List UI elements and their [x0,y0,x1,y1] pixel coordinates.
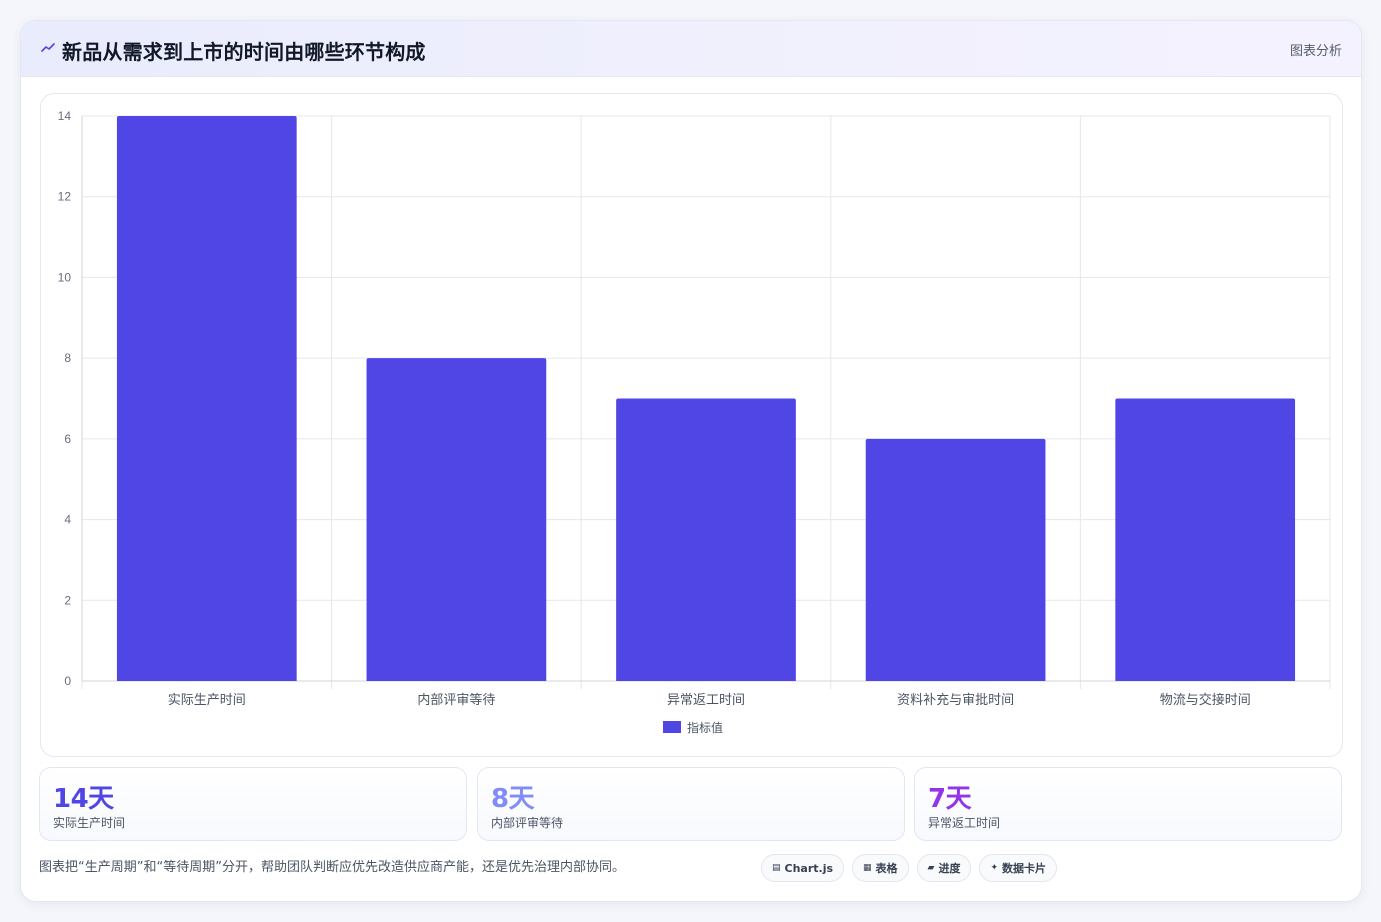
y-tick-label: 14 [58,109,72,123]
stat-value: 7天 [928,784,972,814]
x-tick-label: 异常返工时间 [667,693,745,708]
header-tag: 图表分析 [1289,44,1342,59]
chart-footnote: 图表把“生产周期”和“等待周期”分开，帮助团队判断应优先改造供应商产能，还是优先… [39,860,625,875]
x-tick-label: 资料补充与审批时间 [897,692,1014,708]
sparkle-icon: ✦ [990,863,999,873]
stat-value: 8天 [491,784,535,814]
stat-label: 内部评审等待 [491,816,564,830]
legend-label: 指标值 [687,720,723,735]
chip-label: 进度 [938,862,961,875]
stat-card: 7天 异常返工时间 [914,767,1342,841]
chart-icon: ▤ [772,863,781,873]
chip-table[interactable]: ▦ 表格 [852,854,909,882]
y-tick-label: 10 [58,270,72,284]
table-icon: ▦ [863,863,872,873]
y-tick-label: 12 [58,190,72,204]
chart-card: 新品从需求到上市的时间由哪些环节构成 图表分析 0 2 4 6 8 10 12 14 实际生产时… [20,20,1362,902]
y-tick-label: 6 [64,432,71,446]
bar-chart: 0 2 4 6 8 10 12 14 实际生产时间 内部评审等待 异常返工时间 资料补充与审批时间 物流… [58,109,1331,735]
bar [1115,398,1296,681]
x-tick-label: 物流与交接时间 [1160,692,1251,708]
chip-chartjs[interactable]: ▤ Chart.js [761,854,845,882]
chart-title: 新品从需求到上市的时间由哪些环节构成 [62,40,426,64]
x-tick-label: 内部评审等待 [417,692,495,708]
trend-line-icon [41,41,55,55]
chip-label: 表格 [875,862,898,875]
chip-progress[interactable]: ▰ 进度 [916,854,972,882]
chip-row: ▤ Chart.js ▦ 表格 ▰ 进度 ✦ 数据卡片 [761,854,1058,882]
stat-card: 14天 实际生产时间 [39,767,467,841]
chip-data-card[interactable]: ✦ 数据卡片 [979,854,1058,882]
stat-label: 异常返工时间 [928,816,1001,830]
x-tick-label: 实际生产时间 [168,693,246,708]
bar [116,116,297,681]
chip-label: 数据卡片 [1002,862,1047,875]
stat-label: 实际生产时间 [53,816,126,830]
stat-value: 14天 [53,784,114,814]
y-tick-label: 0 [64,674,71,688]
y-tick-label: 4 [64,513,71,527]
bar [616,398,796,681]
chart-panel: 0 2 4 6 8 10 12 14 实际生产时间 内部评审等待 异常返工时间 资料补充与审批时间 物流… [40,93,1343,757]
bar [865,438,1046,681]
card-header: 新品从需求到上市的时间由哪些环节构成 图表分析 [21,21,1361,77]
bar [366,358,547,681]
legend-swatch [663,721,681,733]
y-tick-label: 8 [64,351,71,365]
chip-label: Chart.js [784,861,834,875]
y-tick-label: 2 [64,593,71,607]
stat-card: 8天 内部评审等待 [477,767,905,841]
progress-icon: ▰ [927,863,935,873]
